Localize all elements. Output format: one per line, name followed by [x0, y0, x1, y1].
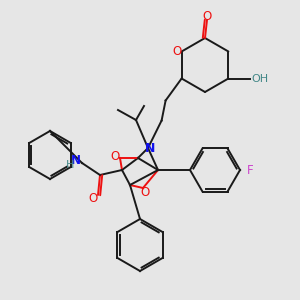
Text: O: O [140, 185, 150, 199]
Text: OH: OH [252, 74, 269, 83]
Text: H: H [66, 160, 74, 170]
Text: N: N [145, 142, 155, 154]
Text: F: F [247, 164, 253, 176]
Text: O: O [88, 191, 98, 205]
Text: N: N [71, 154, 81, 166]
Text: O: O [202, 10, 211, 22]
Text: O: O [172, 45, 181, 58]
Text: O: O [110, 149, 120, 163]
